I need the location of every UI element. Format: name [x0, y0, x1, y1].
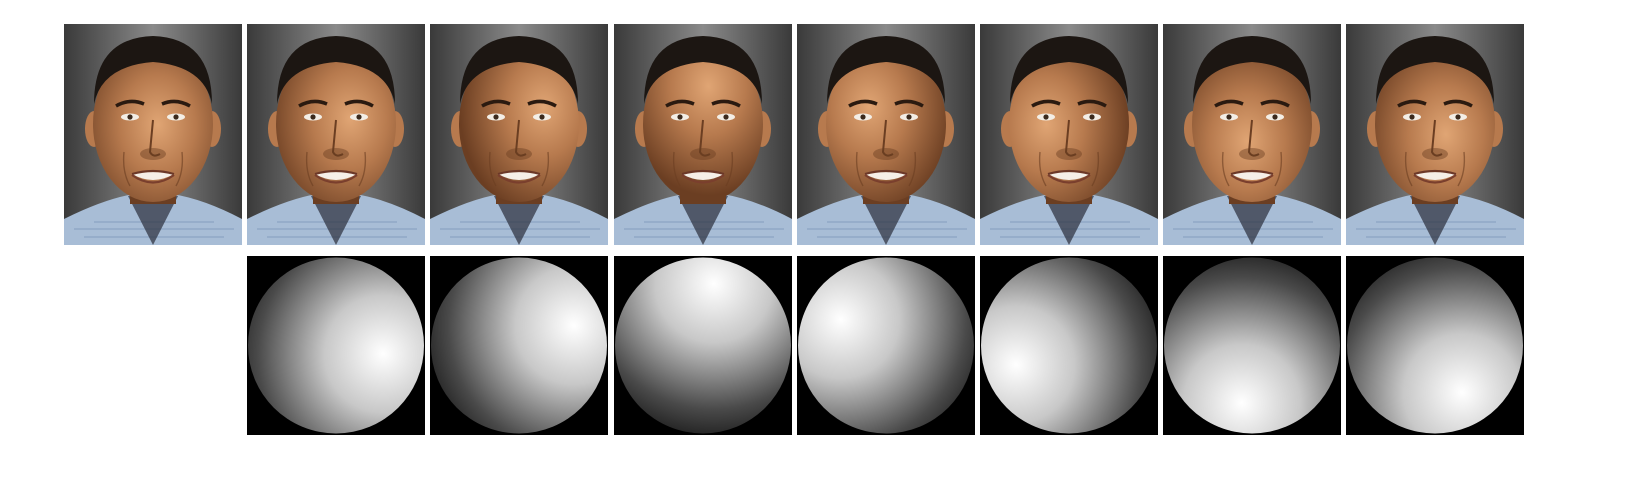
relit-face-photo — [797, 24, 975, 245]
lighting-sphere-icon — [1346, 256, 1524, 435]
relit-face-photo — [430, 24, 608, 245]
lighting-sphere-icon — [1163, 256, 1341, 435]
relit-face-photo — [1163, 24, 1341, 245]
relit-face-photo — [614, 24, 792, 245]
lighting-sphere-icon — [797, 256, 975, 435]
lighting-sphere-icon — [430, 256, 608, 435]
lighting-sphere-icon — [980, 256, 1158, 435]
lighting-sphere-icon — [614, 256, 792, 435]
relit-face-photo — [247, 24, 425, 245]
lighting-sphere-icon — [247, 256, 425, 435]
relit-face-photo — [1346, 24, 1524, 245]
relit-face-photo — [980, 24, 1158, 245]
input-face-photo — [64, 24, 242, 245]
